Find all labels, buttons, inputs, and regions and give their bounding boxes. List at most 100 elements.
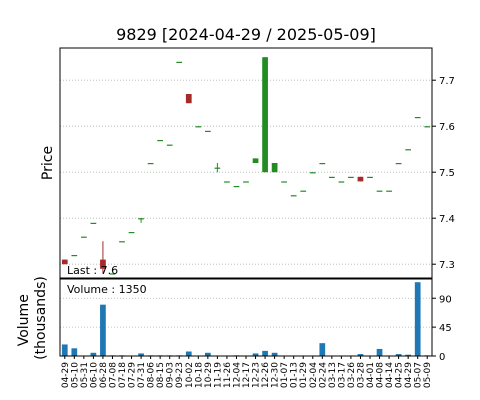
candle-body [395, 163, 402, 165]
volume-axis-label-line-2: (thousands) [33, 276, 49, 360]
candle [395, 163, 402, 165]
candle-body [386, 190, 392, 192]
candle-body [376, 190, 383, 192]
price-tick-label: 7.7 [439, 76, 455, 87]
volume-bar [376, 348, 383, 356]
candle-body [262, 57, 268, 173]
candle [424, 126, 431, 128]
candle-body [80, 236, 87, 238]
price-tick-label: 7.4 [439, 214, 455, 225]
candle-body [214, 167, 221, 169]
date-tick-label: 08-06 [147, 362, 157, 388]
date-tick-label: 01-07 [280, 362, 290, 388]
date-tick-label: 12-30 [271, 362, 281, 388]
candle [109, 273, 116, 275]
volume-bar [204, 352, 211, 356]
candle [414, 117, 421, 119]
candle [204, 130, 211, 132]
date-tick-label: 12-23 [252, 362, 262, 388]
volume-bar [414, 282, 421, 356]
volume-bar [271, 352, 278, 356]
date-tick-label: 06-10 [89, 362, 99, 388]
chart-title: 9829 [2024-04-29 / 2025-05-09] [116, 25, 376, 44]
date-tick-label: 10-18 [194, 362, 204, 388]
date-tick-label: 05-09 [423, 362, 433, 388]
date-tick-label: 04-25 [395, 362, 405, 388]
candle-body [309, 172, 316, 174]
volume-gridlines [60, 297, 432, 328]
candle-body [128, 232, 135, 234]
volume-axis-ticks: 0 45 90 [432, 294, 452, 363]
volume-bar [262, 350, 268, 356]
candle-body [252, 158, 259, 163]
candle-body [100, 259, 106, 269]
candle-body [328, 176, 335, 178]
candle-body [204, 130, 211, 132]
candle [61, 259, 68, 265]
candle [138, 218, 144, 223]
price-panel-frame [59, 47, 433, 279]
price-axis-ticks: 7.3 7.4 7.5 7.6 7.7 [432, 76, 455, 271]
price-tick-label: 7.3 [439, 260, 455, 271]
date-tick-label: 03-17 [337, 362, 347, 388]
candle-body [348, 176, 354, 178]
candle-body [271, 163, 278, 173]
candle-body [243, 181, 249, 183]
volume-readout-label: Volume : 1350 [67, 283, 147, 296]
candle-body [405, 149, 412, 151]
date-tick-label: 11-19 [213, 362, 223, 388]
date-axis-ticks: 04-29 05-10 05-31 06-10 06-28 07-08 07-18 07-29… [61, 356, 433, 388]
candle [100, 241, 106, 274]
volume-tick-label: 45 [439, 323, 452, 334]
price-axis-label: Price [40, 146, 56, 180]
candle [386, 190, 392, 192]
volume-bar [319, 343, 326, 356]
date-tick-label: 04-01 [366, 362, 376, 388]
volume-bar [185, 351, 192, 356]
price-tick-label: 7.5 [439, 168, 455, 179]
candle [367, 176, 373, 178]
candle [214, 163, 221, 173]
candle [348, 176, 354, 178]
candle-body [185, 94, 192, 104]
candle-body [281, 181, 288, 183]
volume-bar [395, 354, 402, 356]
candle [157, 140, 164, 142]
candle [338, 181, 345, 183]
candle [233, 186, 240, 188]
date-tick-label: 04-14 [385, 362, 395, 388]
price-tick-label: 7.6 [439, 122, 455, 133]
candle [80, 236, 87, 238]
date-tick-label: 12-04 [232, 362, 242, 388]
candle [224, 181, 230, 183]
last-price-label: Last : 7.6 [67, 264, 118, 277]
candle [195, 126, 202, 128]
candle [90, 222, 97, 224]
date-tick-label: 12-26 [261, 362, 271, 388]
date-tick-label: 09-03 [166, 362, 176, 388]
candle-body [90, 222, 97, 224]
date-tick-label: 02-24 [318, 362, 328, 388]
date-tick-label: 08-15 [156, 362, 166, 388]
candle [166, 144, 173, 146]
date-tick-label: 06-28 [99, 362, 109, 388]
candle-body [109, 273, 116, 275]
candle-body [319, 163, 326, 165]
candle-body [71, 255, 78, 257]
volume-bar [138, 353, 144, 356]
candle-body [300, 190, 307, 192]
volume-axis-label-line-1: Volume [16, 294, 32, 346]
candle [328, 176, 335, 178]
price-gridlines [60, 79, 432, 265]
candle [252, 158, 259, 163]
date-tick-label: 05-10 [70, 362, 80, 388]
date-tick-label: 05-07 [414, 362, 424, 388]
date-tick-label: 11-26 [223, 362, 233, 388]
candle-body [233, 186, 240, 188]
candle [185, 94, 192, 104]
candle [128, 232, 135, 234]
price-candles [61, 57, 431, 275]
volume-bar [252, 353, 259, 356]
candle-body [414, 117, 421, 119]
